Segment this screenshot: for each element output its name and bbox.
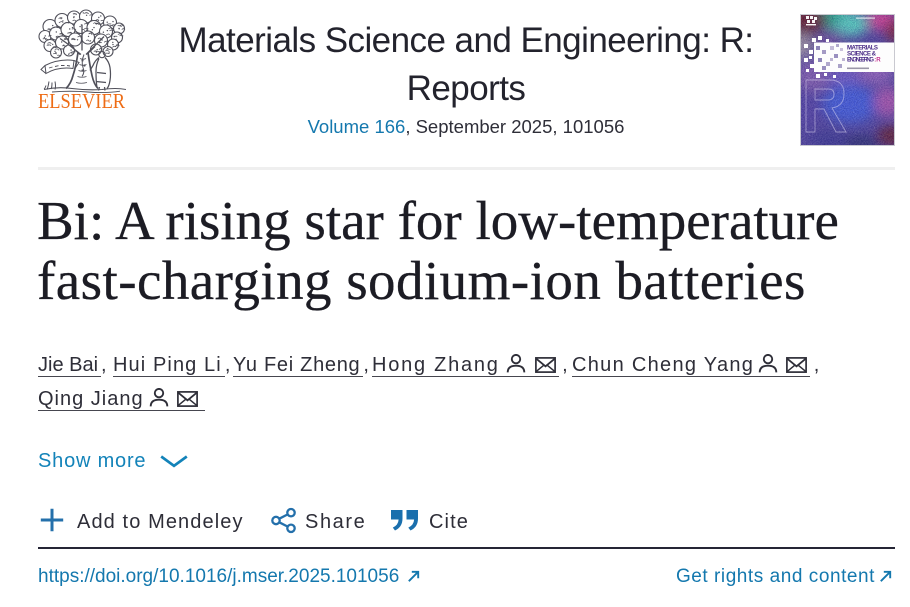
svg-text::R: :R	[874, 57, 881, 64]
svg-text:ELSEVIER: ELSEVIER	[38, 89, 126, 112]
svg-text:MATERIALS: MATERIALS	[847, 45, 878, 52]
svg-text:SCIENCE &: SCIENCE &	[847, 51, 877, 58]
svg-text:ENGINEERING: ENGINEERING	[847, 57, 874, 64]
